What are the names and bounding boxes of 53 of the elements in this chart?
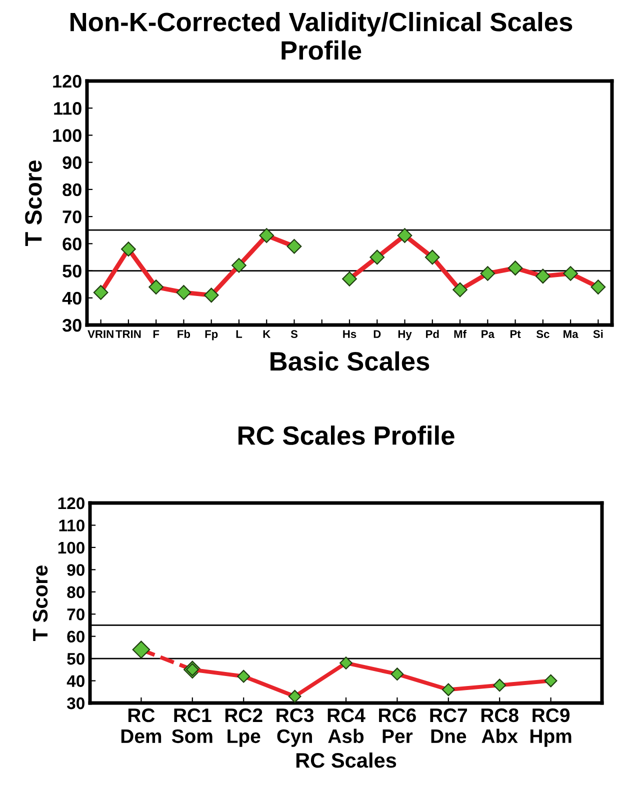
y-tick-label: 30 bbox=[62, 318, 82, 332]
x-tick-label: Si bbox=[593, 330, 603, 338]
y-tick-label: 30 bbox=[66, 697, 84, 710]
y-tick-label: 90 bbox=[67, 564, 84, 576]
y-tick-label: 110 bbox=[59, 520, 84, 532]
y-tick-label: 50 bbox=[67, 652, 84, 665]
y-tick-label: 120 bbox=[58, 497, 84, 510]
x-tick-label: Hs bbox=[343, 330, 356, 338]
x-tick-label: RC4 Asb bbox=[328, 708, 366, 744]
x-axis-title: Basic Scales bbox=[270, 351, 430, 371]
x-tick-label: Pt bbox=[510, 330, 521, 338]
x-tick-label: Ma bbox=[564, 330, 578, 338]
x-tick-label: Mf bbox=[454, 330, 467, 338]
x-tick-label: L bbox=[236, 330, 242, 338]
x-tick-label: TRIN bbox=[116, 330, 141, 338]
x-tick-label: S bbox=[290, 330, 298, 338]
x-tick-label: Fb bbox=[178, 330, 190, 338]
y-tick-label: 60 bbox=[67, 630, 84, 643]
y-tick-label: 40 bbox=[62, 292, 82, 305]
x-tick-label: RC2 Lpe bbox=[225, 708, 262, 747]
y-tick-label: 80 bbox=[62, 183, 82, 196]
y-axis-title: T Score bbox=[32, 566, 48, 641]
x-tick-label: RC9 Hpm bbox=[530, 708, 572, 747]
x-tick-label: VRIN bbox=[88, 330, 114, 338]
x-axis-title: RC Scales bbox=[296, 752, 396, 768]
x-tick-label: RC Dem bbox=[121, 708, 162, 744]
y-tick-label: 70 bbox=[62, 210, 82, 224]
x-tick-label: RC8 Abx bbox=[481, 708, 518, 744]
y-tick-label: 60 bbox=[62, 238, 82, 250]
x-tick-label: Fp bbox=[205, 330, 218, 340]
y-tick-label: 40 bbox=[66, 675, 84, 687]
chart-title: Non-K-Corrected Validity/Clinical Scales Profile bbox=[70, 12, 572, 60]
y-tick-label: 100 bbox=[58, 542, 84, 554]
y-tick-label: 70 bbox=[67, 608, 84, 620]
y-axis-title: T Score bbox=[25, 160, 42, 246]
y-tick-label: 110 bbox=[54, 102, 82, 115]
y-tick-label: 50 bbox=[62, 264, 82, 278]
x-tick-label: RC3 Cyn bbox=[276, 708, 314, 747]
x-tick-label: Pa bbox=[482, 330, 495, 338]
x-tick-label: Sc bbox=[536, 330, 550, 338]
y-tick-label: 100 bbox=[53, 129, 82, 142]
chart-title: RC Scales Profile bbox=[238, 426, 454, 445]
y-tick-label: 120 bbox=[53, 74, 82, 88]
x-tick-label: K bbox=[263, 330, 271, 338]
x-tick-label: Hy bbox=[398, 330, 412, 340]
x-tick-label: Pd bbox=[426, 330, 439, 338]
x-tick-label: F bbox=[153, 330, 160, 338]
y-tick-label: 80 bbox=[67, 586, 84, 598]
x-tick-label: RC7 Dne bbox=[430, 708, 467, 744]
x-tick-label: RC1 Som bbox=[172, 708, 212, 744]
x-tick-label: D bbox=[374, 330, 381, 338]
y-tick-label: 90 bbox=[62, 156, 82, 170]
x-tick-label: RC6 Per bbox=[379, 708, 416, 744]
